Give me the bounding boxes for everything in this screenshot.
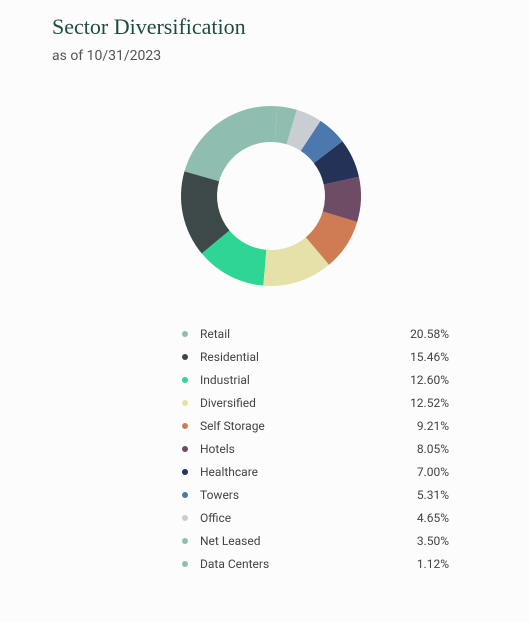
legend-swatch	[182, 446, 188, 452]
page: Sector Diversification as of 10/31/2023 …	[0, 0, 529, 595]
legend-swatch	[182, 561, 188, 567]
legend-label: Healthcare	[200, 465, 395, 479]
legend-row: Towers5.31%	[182, 483, 449, 506]
donut-slice	[184, 106, 271, 181]
legend-list: Retail20.58%Residential15.46%Industrial1…	[182, 322, 449, 575]
legend-row: Retail20.58%	[182, 322, 449, 345]
donut-chart	[171, 96, 371, 296]
legend-value: 20.58%	[395, 327, 449, 341]
legend-label: Net Leased	[200, 534, 395, 548]
donut-chart-container	[52, 82, 489, 322]
legend-swatch	[182, 400, 188, 406]
legend-row: Diversified12.52%	[182, 391, 449, 414]
legend-swatch	[182, 469, 188, 475]
legend-swatch	[182, 423, 188, 429]
legend-label: Towers	[200, 488, 395, 502]
legend-row: Hotels8.05%	[182, 437, 449, 460]
legend-label: Office	[200, 511, 395, 525]
legend-label: Data Centers	[200, 557, 395, 571]
legend-label: Industrial	[200, 373, 395, 387]
legend-label: Residential	[200, 350, 395, 364]
legend-row: Industrial12.60%	[182, 368, 449, 391]
legend-value: 7.00%	[395, 465, 449, 479]
legend-swatch	[182, 377, 188, 383]
legend-swatch	[182, 354, 188, 360]
legend-label: Self Storage	[200, 419, 395, 433]
legend-swatch	[182, 538, 188, 544]
legend-row: Office4.65%	[182, 506, 449, 529]
page-title: Sector Diversification	[52, 14, 489, 40]
legend-label: Hotels	[200, 442, 395, 456]
legend-value: 9.21%	[395, 419, 449, 433]
legend-label: Retail	[200, 327, 395, 341]
legend-row: Healthcare7.00%	[182, 460, 449, 483]
legend-value: 5.31%	[395, 488, 449, 502]
legend-value: 4.65%	[395, 511, 449, 525]
legend-value: 3.50%	[395, 534, 449, 548]
legend-row: Self Storage9.21%	[182, 414, 449, 437]
legend-value: 1.12%	[395, 557, 449, 571]
as-of-subtitle: as of 10/31/2023	[52, 48, 489, 64]
legend-value: 12.60%	[395, 373, 449, 387]
legend-value: 8.05%	[395, 442, 449, 456]
legend-value: 12.52%	[395, 396, 449, 410]
legend-label: Diversified	[200, 396, 395, 410]
legend-row: Net Leased3.50%	[182, 529, 449, 552]
legend-row: Residential15.46%	[182, 345, 449, 368]
legend-swatch	[182, 331, 188, 337]
legend-swatch	[182, 492, 188, 498]
legend-swatch	[182, 515, 188, 521]
legend-row: Data Centers1.12%	[182, 552, 449, 575]
legend-value: 15.46%	[395, 350, 449, 364]
